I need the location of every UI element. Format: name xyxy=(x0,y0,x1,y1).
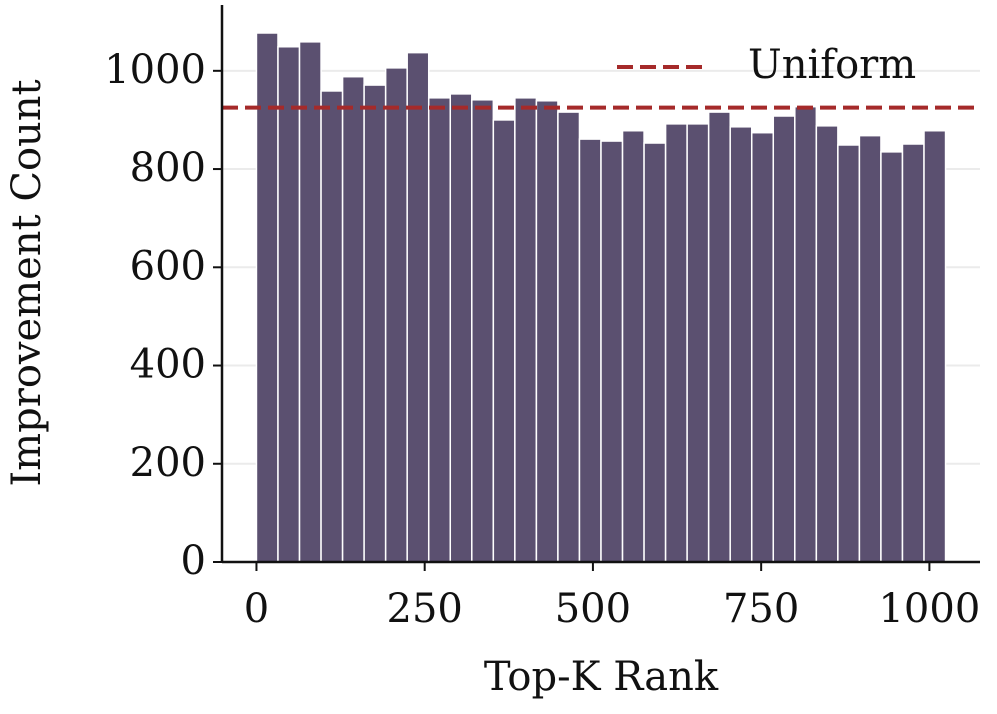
bar xyxy=(794,105,818,563)
bar xyxy=(901,143,925,563)
bar xyxy=(557,111,581,563)
bar xyxy=(320,90,344,563)
bar xyxy=(686,123,710,563)
bar xyxy=(707,111,731,563)
bar xyxy=(384,67,408,563)
bar xyxy=(535,100,559,563)
bar xyxy=(643,142,667,563)
y-tick-label: 1000 xyxy=(104,47,206,93)
bar xyxy=(858,134,882,563)
bar xyxy=(298,41,322,563)
bar xyxy=(600,140,624,563)
bar xyxy=(514,97,538,563)
y-tick-label: 200 xyxy=(130,440,206,486)
bar xyxy=(427,97,452,563)
bar xyxy=(815,125,839,563)
bar xyxy=(923,129,947,563)
bar xyxy=(363,84,387,563)
bar xyxy=(406,51,430,563)
x-tick-label: 250 xyxy=(387,586,463,632)
x-tick-label: 750 xyxy=(723,586,799,632)
x-axis-label: Top-K Rank xyxy=(484,654,719,700)
y-tick-label: 0 xyxy=(181,538,206,584)
y-tick-label: 400 xyxy=(130,342,206,388)
bar xyxy=(621,129,645,563)
y-tick-label: 600 xyxy=(130,243,206,289)
legend-label: Uniform xyxy=(748,42,916,88)
bar xyxy=(255,32,279,563)
bar xyxy=(492,119,516,563)
bar xyxy=(449,93,473,563)
bar xyxy=(729,126,753,563)
bar xyxy=(341,75,365,563)
bar xyxy=(750,131,775,563)
x-tick-label: 1000 xyxy=(878,586,980,632)
y-tick-label: 800 xyxy=(130,145,206,191)
x-tick-label: 0 xyxy=(244,586,269,632)
bar xyxy=(837,144,861,563)
bar xyxy=(880,151,904,563)
y-axis-label: Improvement Count xyxy=(4,79,50,486)
bar xyxy=(578,138,602,563)
bar xyxy=(772,115,796,563)
bar xyxy=(277,46,301,563)
bar xyxy=(664,123,688,563)
x-tick-label: 500 xyxy=(555,586,631,632)
bar xyxy=(471,99,495,563)
